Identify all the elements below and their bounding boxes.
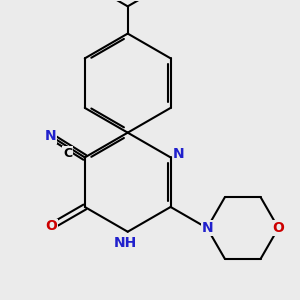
Text: O: O [272, 221, 284, 235]
Text: N: N [44, 129, 56, 143]
Text: N: N [201, 221, 213, 235]
Text: N: N [173, 148, 185, 161]
Text: NH: NH [114, 236, 137, 250]
Text: C: C [63, 147, 72, 160]
Text: O: O [45, 219, 57, 233]
